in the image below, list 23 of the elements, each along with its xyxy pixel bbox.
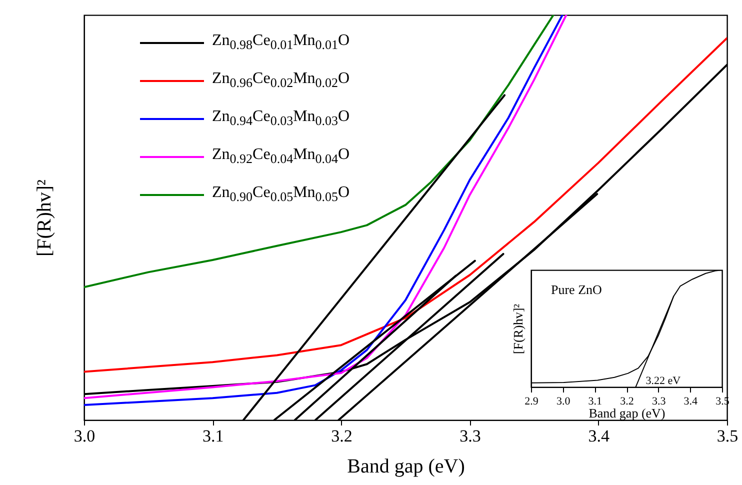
x-tick-label: 3.5: [716, 426, 738, 446]
x-tick-label: 3.1: [202, 426, 224, 446]
legend-label: Zn$_{0.94}$Ce$_{0.03}$Mn$_{0.03}$O: [212, 108, 350, 130]
legend-label: Zn$_{0.92}$Ce$_{0.04}$Mn$_{0.04}$O: [212, 146, 350, 168]
x-tick-label: 3.3: [652, 396, 666, 408]
x-tick-label: 3.0: [556, 396, 571, 408]
x-tick-label: 3.4: [588, 426, 610, 446]
x-tick-label: 3.4: [684, 396, 698, 408]
x-tick-label: 3.1: [588, 396, 602, 408]
x-axis-title: Band gap (eV): [588, 406, 666, 420]
legend-label: Zn$_{0.96}$Ce$_{0.02}$Mn$_{0.02}$O: [212, 70, 350, 92]
x-tick-label: 2.9: [524, 396, 539, 408]
text: Pure ZnO: [551, 282, 602, 297]
y-axis-title: [F(R)hv]²: [34, 179, 56, 257]
legend-label: Zn$_{0.90}$Ce$_{0.05}$Mn$_{0.05}$O: [212, 184, 350, 206]
x-tick-label: 3.3: [460, 426, 481, 446]
y-axis-title: [F(R)hv]²: [510, 304, 526, 354]
x-axis-title: Band gap (eV): [347, 456, 465, 478]
legend-label: Zn$_{0.98}$Ce$_{0.01}$Mn$_{0.01}$O: [212, 32, 350, 54]
x-tick-label: 3.2: [331, 426, 352, 446]
x-tick-label: 3.0: [74, 426, 96, 446]
x-tick-label: 3.2: [620, 396, 634, 408]
annotation: 3.22 eV: [646, 375, 681, 387]
